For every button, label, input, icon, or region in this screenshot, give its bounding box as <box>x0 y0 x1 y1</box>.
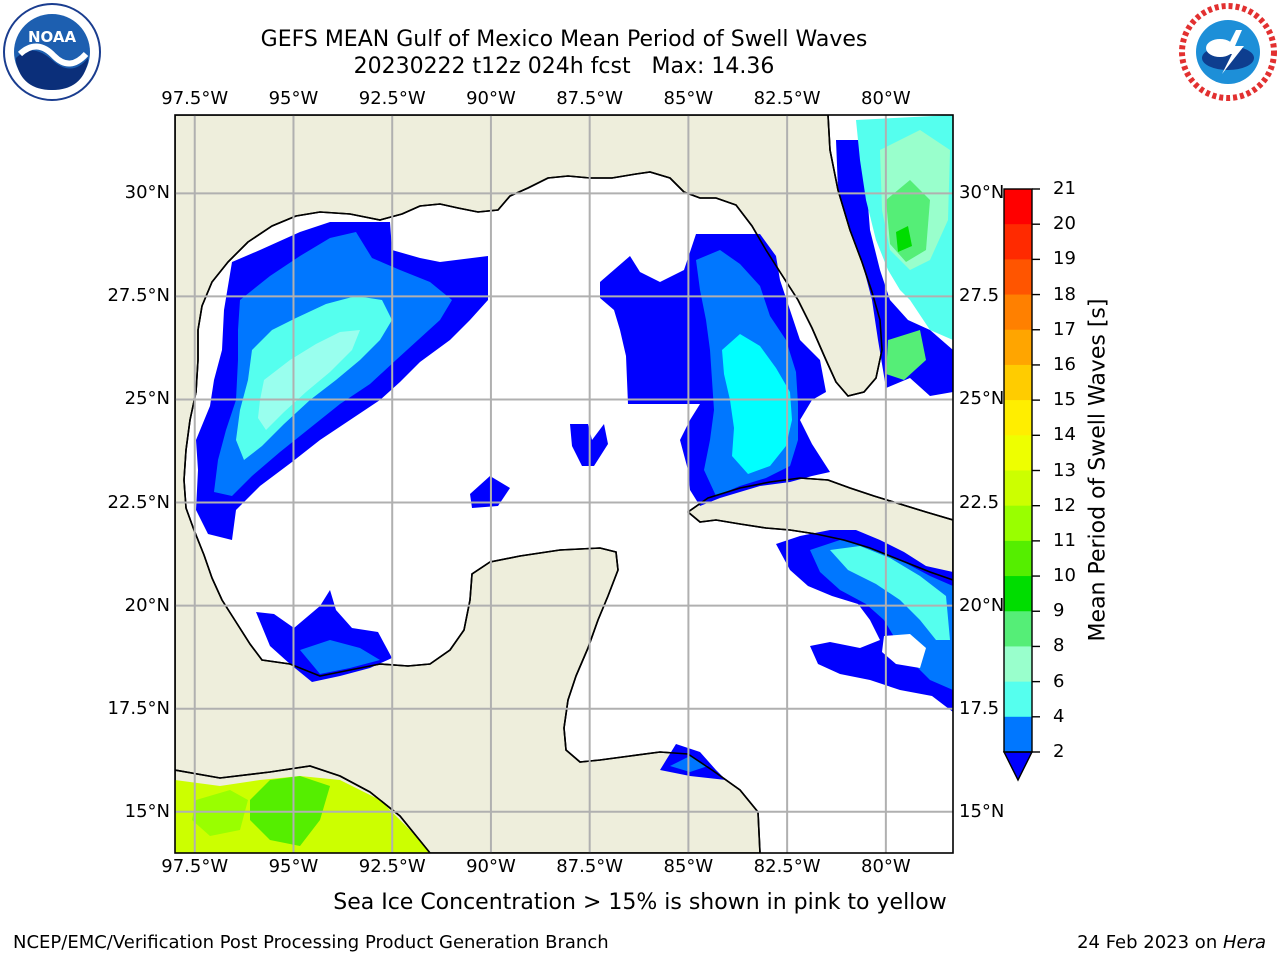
swell-caribbean-white <box>882 634 926 668</box>
lon-tick-bottom: 85°W <box>663 856 714 877</box>
title-line-2: 20230222 t12z 024h fcst Max: 14.36 <box>353 54 775 79</box>
swell-caribbean-cyan <box>830 546 950 640</box>
gridlines <box>175 115 953 853</box>
lat-tick-left: 30°N <box>124 182 170 204</box>
lon-tick-bottom: 82.5°W <box>753 856 821 877</box>
colorbar-tick-label: 18 <box>1053 283 1076 305</box>
colorbar-segment <box>1004 611 1032 647</box>
colorbar-segment <box>1004 540 1032 577</box>
footer-date-text: 24 Feb 2023 on <box>1077 932 1223 953</box>
lon-tick-top: 82.5°W <box>753 88 821 109</box>
footer-host: Hera <box>1222 932 1266 953</box>
map-frame <box>174 114 954 854</box>
colorbar-tick-label: 16 <box>1053 353 1076 375</box>
colorbar <box>1002 188 1040 782</box>
lon-tick-bottom: 92.5°W <box>358 856 426 877</box>
lon-tick-top: 92.5°W <box>358 88 426 109</box>
lon-tick-top: 97.5°W <box>161 88 229 109</box>
lat-tick-right: 17.5 <box>959 697 1000 719</box>
colorbar-tick-label: 15 <box>1053 389 1076 411</box>
lon-tick-top: 90°W <box>466 88 516 109</box>
lon-tick-top: 87.5°W <box>556 88 624 109</box>
colorbar-tick-label: 6 <box>1053 670 1065 692</box>
colorbar-segment <box>1004 294 1032 331</box>
colorbar-tick-label: 14 <box>1053 424 1076 446</box>
swell-pacific-lightgreen <box>192 790 248 836</box>
svg-text:NOAA: NOAA <box>28 28 77 46</box>
lon-tick-bottom: 87.5°W <box>556 856 624 877</box>
swell-atlantic-deepgreen <box>896 226 912 252</box>
lon-tick-top: 85°W <box>663 88 714 109</box>
colorbar-segment <box>1004 364 1032 401</box>
colorbar-tick-label: 11 <box>1053 529 1076 551</box>
lat-tick-right: 25°N <box>959 388 1005 410</box>
colorbar-segment <box>1004 189 1032 225</box>
colorbar-tick-label: 19 <box>1053 248 1076 270</box>
lat-tick-left: 15°N <box>124 800 170 822</box>
colorbar-tick-label: 20 <box>1053 213 1076 235</box>
colorbar-segment <box>1004 505 1032 542</box>
swell-period-field <box>175 115 953 853</box>
lat-tick-left: 27.5°N <box>107 285 170 307</box>
lon-tick-bottom: 97.5°W <box>161 856 229 877</box>
lat-tick-left: 22.5°N <box>107 491 170 513</box>
colorbar-segment <box>1004 400 1032 436</box>
colorbar-tick-label: 10 <box>1053 565 1076 587</box>
title-line-1: GEFS MEAN Gulf of Mexico Mean Period of … <box>260 27 868 52</box>
lat-tick-right: 27.5 <box>959 285 1000 307</box>
lon-tick-top: 95°W <box>268 88 319 109</box>
lat-tick-right: 15°N <box>959 800 1005 822</box>
colorbar-label-text: Mean Period of Swell Waves [s] <box>1085 298 1111 642</box>
colorbar-segment <box>1004 435 1032 471</box>
footer-date: 24 Feb 2023 on Hera <box>1077 932 1266 953</box>
noaa-logo-icon: NOAA <box>2 2 102 102</box>
colorbar-segment <box>1004 716 1032 752</box>
lat-tick-right: 22.5 <box>959 491 1000 513</box>
swell-campeche-cyan <box>300 640 380 674</box>
lon-tick-top: 80°W <box>861 88 911 109</box>
colorbar-segment <box>1004 646 1032 683</box>
lat-tick-right: 20°N <box>959 594 1005 616</box>
nws-logo-icon <box>1178 2 1278 102</box>
colorbar-extend-arrow <box>1002 751 1034 782</box>
lon-tick-bottom: 80°W <box>861 856 911 877</box>
colorbar-tick-label: 4 <box>1053 705 1065 727</box>
colorbar-tick-label: 9 <box>1053 600 1065 622</box>
colorbar-segment <box>1004 681 1032 718</box>
colorbar-segment <box>1004 329 1032 366</box>
colorbar-segment <box>1004 259 1032 296</box>
colorbar-tick-label: 21 <box>1053 178 1076 199</box>
colorbar-segment <box>1004 470 1032 507</box>
lat-tick-left: 17.5°N <box>107 697 170 719</box>
colorbar-segment <box>1004 576 1032 612</box>
lat-tick-left: 20°N <box>124 594 170 616</box>
swell-west-lightcyan <box>258 330 360 430</box>
lat-tick-left: 25°N <box>124 388 170 410</box>
footer-credit: NCEP/EMC/Verification Post Processing Pr… <box>13 932 609 953</box>
colorbar-tick-label: 12 <box>1053 494 1076 516</box>
map-title: GEFS MEAN Gulf of Mexico Mean Period of … <box>244 26 884 80</box>
swell-atlantic-blue <box>836 140 953 396</box>
sea-ice-note: Sea Ice Concentration > 15% is shown in … <box>333 890 947 915</box>
swell-atlantic-green2 <box>886 330 926 380</box>
colorbar-tick-label: 17 <box>1053 318 1076 340</box>
lon-tick-bottom: 95°W <box>268 856 319 877</box>
colorbar-tick-label: 2 <box>1053 741 1065 762</box>
colorbar-tick-label: 13 <box>1053 459 1076 481</box>
lon-tick-bottom: 90°W <box>466 856 516 877</box>
colorbar-tick-label: 8 <box>1053 635 1065 657</box>
swell-east-cyan <box>722 334 792 474</box>
colorbar-segment <box>1004 224 1032 260</box>
lat-tick-right: 30°N <box>959 182 1005 204</box>
